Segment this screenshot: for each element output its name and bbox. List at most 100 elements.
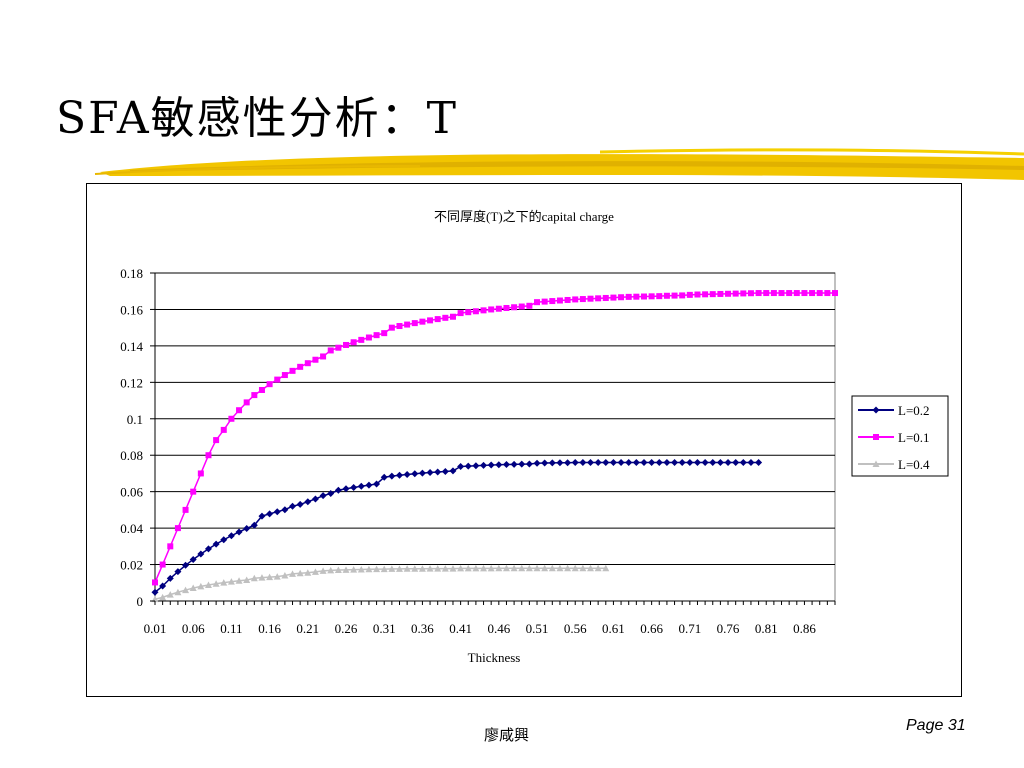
data-point <box>464 564 472 572</box>
data-point <box>716 459 724 467</box>
data-point <box>167 543 174 550</box>
data-point <box>159 561 166 568</box>
slide-title: SFA敏感性分析：T <box>56 93 458 144</box>
data-point <box>311 495 319 503</box>
data-point <box>809 290 816 297</box>
data-point <box>609 459 617 467</box>
data-point <box>174 525 181 532</box>
data-point <box>334 486 342 494</box>
y-axis-ticks: 0 0.02 0.04 0.06 0.08 0.1 0.12 0.14 0.16 0.18 <box>120 266 155 609</box>
data-point <box>166 574 174 582</box>
data-point <box>472 308 479 315</box>
data-point <box>395 471 403 479</box>
data-point <box>724 459 732 467</box>
data-point <box>579 296 586 303</box>
plot-background <box>154 272 836 602</box>
data-point <box>502 564 510 572</box>
legend-label: L=0.2 <box>898 403 930 418</box>
legend-item: L=0.4 <box>858 457 930 472</box>
data-point <box>388 324 395 331</box>
data-point <box>311 568 319 575</box>
x-tick-label: 0.71 <box>678 621 701 636</box>
data-point <box>320 353 327 360</box>
data-point <box>250 521 258 529</box>
x-tick-label: 0.86 <box>793 621 816 636</box>
data-point <box>212 540 220 548</box>
plot-area <box>154 272 836 602</box>
data-point <box>488 306 495 313</box>
y-tick-label: 0.02 <box>120 558 143 573</box>
data-point <box>418 565 426 572</box>
x-tick-label: 0.11 <box>220 621 242 636</box>
data-point <box>587 564 595 572</box>
x-tick-label: 0.46 <box>487 621 510 636</box>
data-point <box>418 469 426 477</box>
data-point <box>381 330 388 337</box>
data-point <box>480 564 488 572</box>
data-point <box>747 290 754 297</box>
series-L=0.1 <box>152 290 838 586</box>
data-point <box>266 381 273 388</box>
data-point <box>633 293 640 300</box>
data-point <box>548 459 556 467</box>
data-point <box>174 568 182 576</box>
data-point <box>587 295 594 302</box>
data-point <box>319 492 327 500</box>
data-point <box>281 506 289 514</box>
data-point <box>426 565 434 572</box>
data-point <box>334 566 342 574</box>
x-tick-label: 0.76 <box>717 621 740 636</box>
data-point <box>235 528 243 536</box>
data-point <box>793 290 800 297</box>
data-point <box>373 565 381 573</box>
x-tick-label: 0.21 <box>296 621 319 636</box>
data-point <box>747 459 755 467</box>
data-point <box>755 459 763 467</box>
data-point <box>786 290 793 297</box>
data-point <box>197 582 205 590</box>
series-L=0.4 <box>151 564 610 603</box>
data-point <box>189 584 197 592</box>
data-point <box>304 569 312 576</box>
data-point <box>358 336 365 343</box>
data-point <box>770 290 777 297</box>
data-point <box>190 488 197 495</box>
data-point <box>281 372 288 379</box>
data-point <box>213 437 220 444</box>
data-point <box>342 485 350 493</box>
data-point <box>571 459 579 467</box>
data-point <box>709 291 716 298</box>
data-point <box>411 320 418 327</box>
data-point <box>518 460 526 468</box>
data-point <box>189 555 197 563</box>
data-point <box>693 459 701 467</box>
data-point <box>801 290 808 297</box>
data-point <box>465 309 472 316</box>
data-point <box>205 452 212 459</box>
data-point <box>534 299 541 306</box>
data-point <box>526 302 533 309</box>
data-point <box>625 459 633 467</box>
data-point <box>541 298 548 305</box>
data-point <box>258 512 266 520</box>
data-point <box>151 588 159 596</box>
data-point <box>556 564 564 572</box>
data-point <box>182 586 190 594</box>
data-point <box>327 566 335 574</box>
data-point <box>350 566 358 573</box>
data-point <box>411 470 419 478</box>
data-point <box>564 459 572 467</box>
data-point <box>472 462 480 470</box>
data-point <box>342 566 350 573</box>
x-axis-ticks: 0.01 0.06 0.11 0.16 0.21 0.26 0.31 0.36 0.41 0.46… <box>144 601 836 636</box>
series-layer <box>151 290 838 603</box>
data-point <box>243 399 250 406</box>
data-point <box>441 565 449 572</box>
data-point <box>258 574 266 581</box>
x-tick-label: 0.31 <box>373 621 396 636</box>
data-point <box>640 293 647 300</box>
data-point <box>602 294 609 301</box>
data-point <box>304 360 311 367</box>
data-point <box>220 536 228 544</box>
data-point <box>495 564 503 572</box>
